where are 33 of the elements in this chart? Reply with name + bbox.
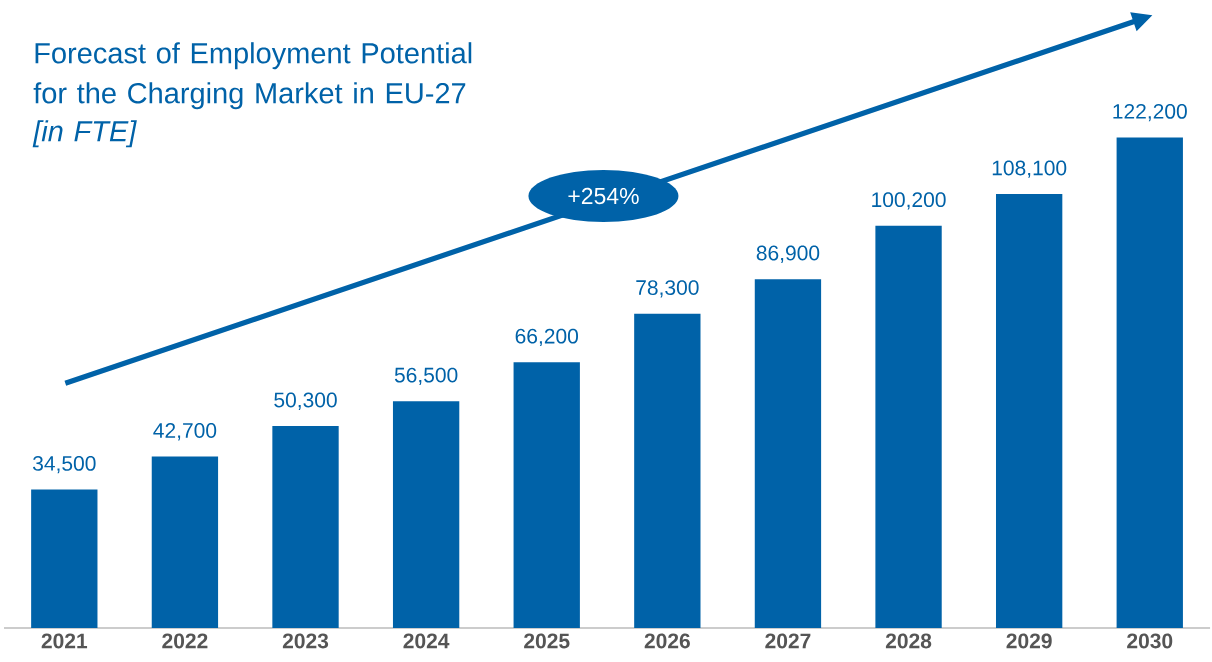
x-tick-label: 2024 [403, 633, 450, 649]
bar [151, 456, 219, 628]
data-label: 66,200 [515, 328, 579, 347]
annotation: +254% [568, 187, 639, 205]
bar [513, 362, 580, 628]
data-label: 78,300 [636, 280, 699, 298]
x-tick-label: 2023 [282, 633, 329, 649]
bar [272, 426, 339, 628]
bar [634, 313, 701, 628]
data-label: 100,200 [872, 192, 946, 210]
data-label: 56,500 [394, 367, 458, 385]
x-tick-label: 2021 [41, 633, 88, 649]
x-tick-label: 2022 [162, 633, 208, 649]
x-tick-label: 2030 [1127, 633, 1173, 649]
bar [392, 401, 460, 628]
chart-subtitle: [in FTE] [32, 120, 137, 148]
bar [995, 194, 1063, 628]
bar [754, 279, 822, 628]
data-label: 34,500 [32, 455, 96, 474]
x-tick-label: 2029 [1006, 633, 1052, 649]
chart-title: Forecast of Employment Potential for the Charging Market in EU-27 [33, 42, 472, 110]
bar [31, 489, 98, 628]
data-label: 86,900 [756, 245, 820, 263]
data-label: 50,300 [274, 392, 337, 410]
data-label: 122,200 [1113, 103, 1187, 122]
data-label: 42,700 [153, 423, 217, 441]
x-tick-label: 2027 [765, 633, 811, 649]
x-tick-label: 2028 [885, 633, 932, 649]
x-tick-label: 2026 [644, 633, 690, 649]
bar [1116, 137, 1183, 628]
bar [875, 225, 942, 628]
x-tick-label: 2025 [524, 633, 570, 649]
data-label: 108,100 [992, 160, 1067, 178]
